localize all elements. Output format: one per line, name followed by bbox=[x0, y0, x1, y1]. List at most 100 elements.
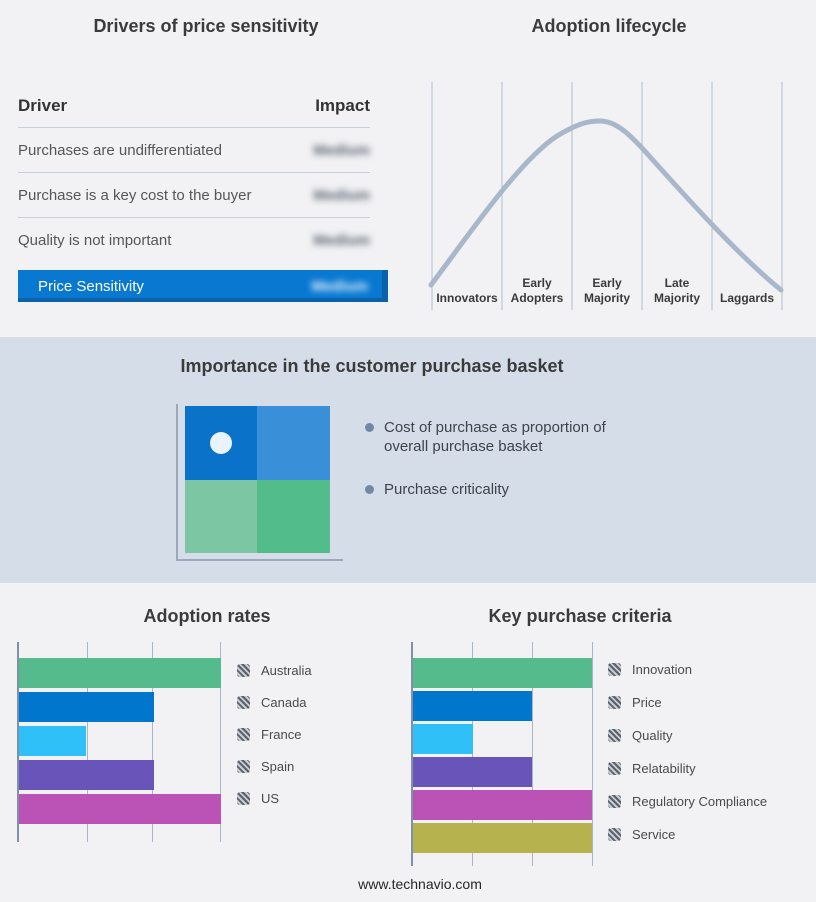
matrix-x-axis bbox=[176, 559, 343, 561]
legend-label: US bbox=[261, 791, 280, 806]
bar-service bbox=[413, 823, 592, 853]
website-url: www.technavio.com bbox=[358, 876, 482, 892]
adoption-rates-title: Adoption rates bbox=[143, 606, 271, 626]
hatched-swatch-icon bbox=[608, 729, 621, 742]
bar-us bbox=[19, 794, 221, 824]
stage-label: Early Majority bbox=[583, 276, 630, 305]
legend-item: Canada bbox=[237, 695, 312, 710]
matrix-quadrant-top-right bbox=[257, 406, 330, 480]
purchase-basket-band bbox=[0, 337, 816, 583]
hatched-swatch-icon bbox=[608, 663, 621, 676]
table-divider bbox=[18, 172, 370, 173]
adoption-rates-bars bbox=[19, 658, 221, 828]
legend-label: Regulatory Compliance bbox=[632, 794, 768, 809]
bullet-text: Cost of purchase as proportion of overal… bbox=[384, 419, 606, 455]
impact-value-blurred: Medium bbox=[313, 141, 370, 159]
stage-label: Early Adopters bbox=[510, 276, 564, 305]
adoption-lifecycle-chart bbox=[428, 82, 784, 310]
legend-item: Regulatory Compliance bbox=[608, 794, 768, 809]
driver-row: Purchases are undifferentiated Medium bbox=[18, 128, 370, 172]
gridline bbox=[532, 642, 533, 866]
legend-item: Quality bbox=[608, 728, 767, 743]
gridline bbox=[472, 642, 473, 866]
hatched-swatch-icon bbox=[237, 760, 250, 773]
bar-spain bbox=[19, 760, 154, 790]
hatched-swatch-icon bbox=[608, 762, 621, 775]
driver-cell: Purchases are undifferentiated bbox=[18, 141, 223, 159]
bullet-icon bbox=[365, 485, 374, 494]
legend-label: Quality bbox=[632, 728, 673, 743]
bar-canada bbox=[19, 692, 154, 722]
bullet-text: Purchase criticality bbox=[384, 481, 510, 498]
hatched-swatch-icon bbox=[237, 792, 250, 805]
matrix-quadrant-top-left bbox=[185, 406, 257, 480]
bar-relatability bbox=[413, 757, 532, 787]
stage-labels: Innovators Early Adopters Early Majority La… bbox=[425, 272, 790, 306]
drivers-panel-title: Drivers of price sensitivity bbox=[93, 16, 319, 36]
price-sensitivity-impact-blurred: Medium bbox=[311, 277, 368, 295]
legend-label: Spain bbox=[261, 759, 295, 774]
drivers-table: Driver Impact Purchases are undifferenti… bbox=[18, 96, 370, 262]
legend-label: Innovation bbox=[632, 662, 692, 677]
bell-curve bbox=[428, 118, 784, 293]
position-dot-icon bbox=[210, 432, 232, 454]
key-purchase-axis bbox=[411, 642, 413, 866]
matrix-quadrant-bottom-right bbox=[257, 480, 330, 553]
purchase-basket-matrix bbox=[185, 406, 330, 553]
legend-item: Relatability bbox=[608, 761, 767, 776]
bar-australia bbox=[19, 658, 221, 688]
key-purchase-bars bbox=[413, 658, 592, 856]
price-sensitivity-row: Price Sensitivity Medium bbox=[18, 270, 388, 302]
impact-value-blurred: Medium bbox=[313, 231, 370, 249]
bullet-icon bbox=[365, 423, 374, 432]
legend-label: Canada bbox=[261, 695, 307, 710]
driver-row: Quality is not important Medium bbox=[18, 218, 370, 262]
matrix-quadrant-bottom-left bbox=[185, 480, 257, 553]
stage-label: Innovators bbox=[436, 291, 498, 305]
bar-france bbox=[19, 726, 86, 756]
hatched-swatch-icon bbox=[608, 696, 621, 709]
legend-label: Relatability bbox=[632, 761, 696, 776]
hatched-swatch-icon bbox=[608, 795, 621, 808]
legend-label: France bbox=[261, 727, 302, 742]
matrix-y-axis bbox=[176, 404, 178, 561]
adoption-rates-axis bbox=[17, 642, 19, 842]
driver-column-header: Driver bbox=[18, 96, 68, 115]
legend-item: Innovation bbox=[608, 662, 767, 677]
basket-panel-title: Importance in the customer purchase bask… bbox=[180, 356, 564, 376]
driver-cell: Quality is not important bbox=[18, 231, 172, 249]
key-purchase-criteria-title: Key purchase criteria bbox=[488, 606, 672, 626]
basket-bullet-list: Cost of purchase as proportion of overal… bbox=[365, 418, 637, 523]
legend-item: Spain bbox=[237, 759, 312, 774]
legend-item: Price bbox=[608, 695, 767, 710]
gridline bbox=[220, 642, 221, 842]
adoption-rates-legend: Australia Canada France Spain US bbox=[237, 663, 312, 824]
bar-price bbox=[413, 691, 532, 721]
bullet-item: Purchase criticality bbox=[365, 480, 637, 499]
bullet-item: Cost of purchase as proportion of overal… bbox=[365, 418, 637, 456]
bar-regulatory-compliance bbox=[413, 790, 592, 820]
gridline bbox=[152, 642, 153, 842]
price-sensitivity-label: Price Sensitivity bbox=[38, 277, 144, 295]
table-divider bbox=[18, 127, 370, 128]
drivers-table-header: Driver Impact bbox=[18, 96, 370, 127]
legend-label: Price bbox=[632, 695, 662, 710]
bar-quality bbox=[413, 724, 473, 754]
legend-item: Service bbox=[608, 827, 767, 842]
legend-item: US bbox=[237, 791, 312, 806]
legend-item: France bbox=[237, 727, 312, 742]
legend-label: Australia bbox=[261, 663, 312, 678]
stage-label: Late Majority bbox=[653, 276, 700, 305]
hatched-swatch-icon bbox=[237, 696, 250, 709]
hatched-swatch-icon bbox=[237, 728, 250, 741]
stage-label: Laggards bbox=[719, 291, 774, 305]
driver-cell: Purchase is a key cost to the buyer bbox=[18, 186, 252, 204]
legend-item: Australia bbox=[237, 663, 312, 678]
lifecycle-panel-title: Adoption lifecycle bbox=[531, 16, 687, 36]
gridline bbox=[87, 642, 88, 842]
hatched-swatch-icon bbox=[608, 828, 621, 841]
stage-gridlines bbox=[431, 82, 783, 310]
bar-innovation bbox=[413, 658, 592, 688]
hatched-swatch-icon bbox=[237, 664, 250, 677]
